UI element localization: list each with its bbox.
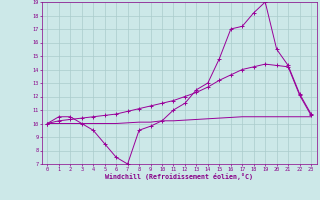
X-axis label: Windchill (Refroidissement éolien,°C): Windchill (Refroidissement éolien,°C) xyxy=(105,173,253,180)
